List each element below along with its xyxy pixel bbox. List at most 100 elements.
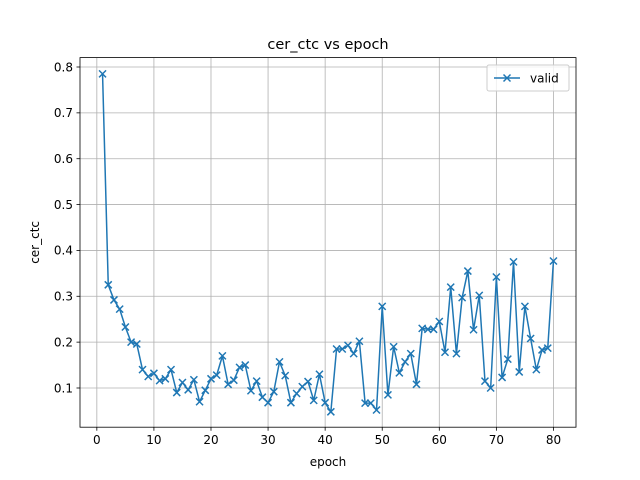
legend-marker <box>502 73 512 83</box>
data-point <box>115 305 124 314</box>
data-point <box>315 370 324 379</box>
data-point <box>463 267 472 276</box>
data-point <box>184 385 193 394</box>
data-point <box>224 380 233 389</box>
data-point <box>161 374 170 383</box>
data-point <box>378 302 387 311</box>
series-line <box>101 73 555 413</box>
data-point <box>435 317 444 326</box>
x-tick-label: 10 <box>146 433 161 447</box>
data-point <box>104 280 113 289</box>
tick-layer: 0 10 20 30 40 50 60 70 80 0.1 0.2 0.3 0.4 0.5 0.6 0.7 0.… <box>54 60 561 447</box>
data-point <box>355 337 364 346</box>
data-point <box>475 291 484 300</box>
data-point <box>246 386 255 395</box>
y-tick-label: 0.4 <box>54 244 73 258</box>
data-point <box>218 351 227 360</box>
data-point <box>366 399 375 408</box>
data-point <box>195 397 204 406</box>
data-point <box>412 380 421 389</box>
data-point <box>515 367 524 376</box>
data-point <box>492 272 501 282</box>
series-layer <box>98 69 558 416</box>
data-point <box>155 376 164 385</box>
data-point <box>212 371 221 380</box>
data-point <box>286 398 295 407</box>
data-point <box>401 357 410 366</box>
data-point <box>509 257 518 266</box>
data-point <box>321 398 330 407</box>
data-point <box>201 386 210 395</box>
data-point <box>440 348 450 357</box>
data-point <box>326 407 335 416</box>
x-tick-label: 70 <box>489 433 504 447</box>
x-tick-label: 30 <box>260 433 275 447</box>
x-tick-label: 80 <box>546 433 561 447</box>
data-point <box>343 341 353 350</box>
x-axis-label: epoch <box>310 455 347 469</box>
data-point <box>241 361 250 370</box>
data-point <box>406 349 415 358</box>
chart-title: cer_ctc vs epoch <box>267 37 388 53</box>
data-point <box>178 378 187 387</box>
data-point <box>252 377 261 386</box>
legend-box <box>486 64 570 92</box>
x-tick-label: 40 <box>318 433 333 447</box>
data-point <box>127 338 136 347</box>
data-point <box>395 368 404 377</box>
data-point <box>549 256 558 266</box>
data-point <box>292 389 301 398</box>
data-point <box>429 325 438 334</box>
data-point <box>446 283 455 292</box>
grid-layer <box>80 57 576 428</box>
data-point <box>452 349 461 358</box>
data-point <box>98 69 107 78</box>
y-tick-label: 0.1 <box>54 381 73 395</box>
data-point <box>235 363 244 372</box>
data-point <box>338 344 347 354</box>
data-point <box>303 377 313 386</box>
data-point <box>144 372 153 381</box>
data-point <box>480 377 489 386</box>
data-point <box>532 365 541 374</box>
data-point <box>349 349 358 358</box>
y-tick-label: 0.7 <box>54 106 73 120</box>
x-tick-label: 50 <box>375 433 390 447</box>
data-point <box>520 302 529 311</box>
data-point <box>206 374 216 383</box>
data-point <box>383 390 392 399</box>
data-point <box>269 387 278 396</box>
data-point <box>526 334 535 343</box>
data-point <box>149 369 158 378</box>
x-tick-label: 0 <box>93 433 101 447</box>
data-point <box>498 373 507 382</box>
data-point <box>275 357 284 366</box>
legend-label: valid <box>530 72 559 86</box>
data-point <box>109 295 118 304</box>
data-point <box>543 344 552 353</box>
x-tick-label: 60 <box>432 433 447 447</box>
y-tick-label: 0.5 <box>54 198 73 212</box>
y-tick-label: 0.2 <box>54 335 73 349</box>
data-point <box>189 375 198 384</box>
y-axis-label: cer_ctc <box>28 221 42 264</box>
plot-frame <box>79 57 577 428</box>
data-point <box>458 293 467 302</box>
data-point <box>389 342 398 351</box>
data-point <box>309 396 318 405</box>
data-point <box>486 383 495 393</box>
data-point <box>167 365 176 374</box>
y-tick-label: 0.3 <box>54 290 73 304</box>
data-point <box>121 322 130 332</box>
data-point <box>372 405 381 415</box>
data-point <box>503 355 512 364</box>
data-point <box>281 371 290 380</box>
data-point <box>132 339 141 349</box>
y-tick-label: 0.6 <box>54 152 73 166</box>
data-point <box>538 345 547 354</box>
data-point <box>138 365 147 374</box>
data-point <box>264 398 273 407</box>
y-tick-label: 0.8 <box>54 60 73 74</box>
